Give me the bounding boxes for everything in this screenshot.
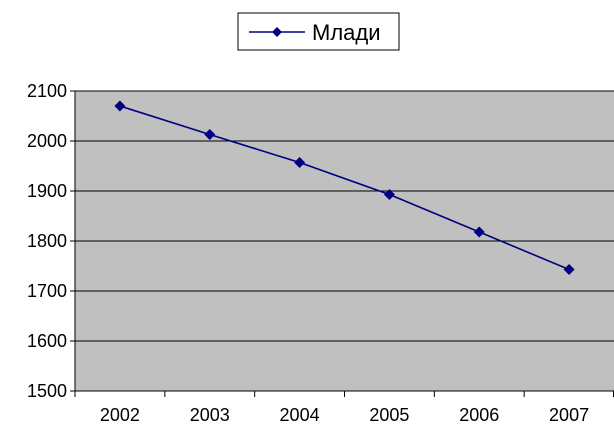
x-tick-label-2005: 2005: [369, 405, 409, 425]
y-tick-label-1500: 1500: [27, 381, 67, 401]
data-point-2007: [563, 264, 575, 275]
y-tick-label-1800: 1800: [27, 231, 67, 251]
series-line-0: [119, 105, 570, 271]
x-tick-label-2003: 2003: [190, 405, 230, 425]
data-point-2002: [114, 100, 126, 112]
legend: Млади: [237, 12, 400, 51]
series-group: [114, 100, 575, 275]
data-point-2003: [204, 129, 216, 140]
x-tick-label-2007: 2007: [549, 405, 589, 425]
legend-label: Млади: [312, 20, 381, 45]
y-tick-label-2100: 2100: [27, 81, 67, 101]
x-axis-ticks: 2002 2003 2004 2005 2006 2007: [74, 390, 614, 425]
y-tick-label-1700: 1700: [27, 281, 67, 301]
x-tick-label-2004: 2004: [280, 405, 320, 425]
data-point-2004: [294, 157, 306, 168]
x-tick-label-2006: 2006: [459, 405, 499, 425]
y-axis-ticks: 1500 1600 1700 1800 1900 2000 2100: [27, 81, 76, 401]
data-point-2005: [383, 189, 395, 200]
y-tick-label-1900: 1900: [27, 181, 67, 201]
y-tick-label-1600: 1600: [27, 331, 67, 351]
x-tick-label-2002: 2002: [100, 405, 140, 425]
data-point-2006: [473, 226, 485, 238]
y-tick-label-2000: 2000: [27, 131, 67, 151]
legend-diamond-marker: [272, 27, 282, 37]
